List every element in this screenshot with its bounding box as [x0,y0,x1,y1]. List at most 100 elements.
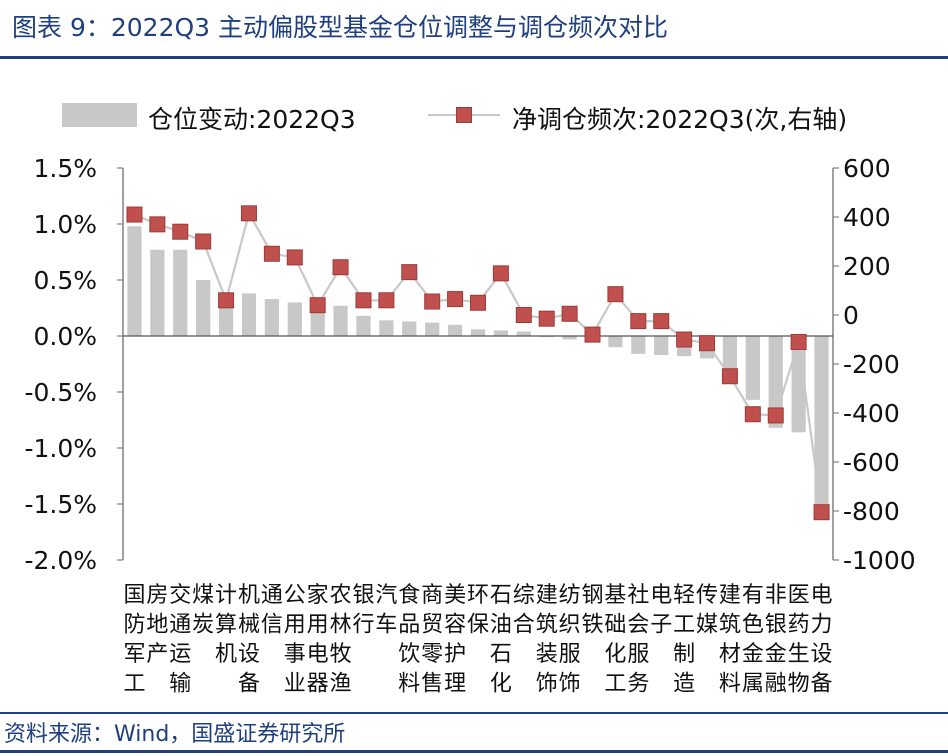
category-label: 建筑装饰 [536,583,558,697]
source-divider [0,712,948,714]
bar-有色金属 [745,336,760,400]
point-建筑材料 [721,368,738,385]
point-家用电器 [309,297,326,314]
point-建筑装饰 [538,310,555,327]
point-电力设备 [813,504,830,521]
point-汽车 [378,292,395,309]
point-有色金属 [744,406,761,423]
legend-bar-label: 仓位变动:2022Q3 [148,105,356,134]
category-label: 石油石化 [490,583,512,697]
point-国防军工 [126,206,143,223]
right-tick-label: -200 [843,350,900,379]
point-石油石化 [492,265,509,282]
title-divider [0,56,948,59]
point-煤炭 [195,233,212,250]
bar-农林牧渔 [333,305,348,336]
category-label: 机械设备 [238,583,260,697]
right-tick-label: -1000 [843,546,916,575]
point-环保 [470,294,486,311]
right-tick-label: -800 [843,497,900,526]
left-tick-label: 1.0% [33,210,97,239]
right-tick-label: -600 [843,448,900,477]
bar-建筑材料 [722,336,738,372]
category-label: 房地产 [146,583,168,667]
category-label: 煤炭 [192,583,214,638]
bar-纺织服饰 [562,336,577,340]
point-商贸零售 [424,293,441,310]
bar-食品饮料 [402,321,417,336]
category-label: 食品饮料 [398,583,420,697]
left-tick-label: 1.5% [33,154,97,183]
bar-社会服务 [631,336,646,354]
bar-交通运输 [173,249,188,336]
legend-line-label: 净调仓频次:2022Q3(次,右轴) [512,105,848,134]
bottom-divider [0,750,948,753]
category-label: 公用事业 [284,583,306,697]
category-label: 基础化工 [604,583,626,697]
bar-银行 [356,315,371,336]
category-label: 传媒 [696,583,718,638]
category-label: 交通运输 [169,583,191,697]
left-tick-label: 0.5% [33,266,97,295]
bar-环保 [470,329,486,336]
category-label: 国防军工 [123,583,145,697]
point-公用事业 [286,249,303,266]
point-纺织服饰 [561,305,578,322]
left-tick-label: 0.0% [33,322,97,351]
point-银行 [355,292,372,309]
category-label: 计算机 [215,583,237,667]
right-tick-label: 600 [843,154,891,183]
right-tick-label: 200 [843,252,891,281]
chart-canvas: -2.0% -1.5% -1.0% -0.5% 0.0% 0.5% 1.0% 1.5% -100… [24,154,916,697]
bar-房地产 [150,249,165,336]
category-label: 综合 [513,583,535,638]
left-tick-label: -1.0% [24,434,97,463]
right-tick-label: 400 [843,203,891,232]
category-label: 电力设备 [811,583,833,697]
bar-美容护理 [447,324,463,336]
point-钢铁 [584,326,601,343]
bar-汽车 [379,320,394,336]
category-label: 汽车 [375,583,397,638]
point-基础化工 [607,286,624,303]
bar-机械设备 [241,293,257,336]
bar-基础化工 [608,336,623,348]
bar-公用事业 [287,302,302,336]
point-机械设备 [240,205,257,222]
legend-line-marker [456,107,472,123]
bar-医药生物 [791,336,806,433]
point-医药生物 [790,333,807,350]
point-计算机 [218,292,235,309]
point-美容护理 [447,291,464,308]
category-label: 有色金属 [742,583,764,697]
category-label: 农林牧渔 [330,583,352,697]
point-电子 [653,313,670,330]
legend: 仓位变动:2022Q3 净调仓频次:2022Q3(次,右轴) [0,98,948,134]
point-轻工制造 [676,331,693,348]
point-农林牧渔 [332,259,349,276]
bar-国防军工 [127,226,142,336]
category-label: 轻工制造 [673,583,695,697]
category-label: 建筑材料 [719,583,741,697]
category-label: 社会服务 [627,583,649,697]
point-交通运输 [172,223,189,240]
bar-电力设备 [814,336,829,518]
category-label: 环保 [467,583,489,638]
category-label: 纺织服饰 [559,583,581,697]
category-label: 钢铁 [582,583,604,638]
bar-商贸零售 [425,322,440,336]
point-综合 [515,307,532,323]
bar-通信 [264,299,279,336]
point-社会服务 [630,313,647,330]
point-非银金融 [767,407,784,424]
category-label: 医药生物 [788,583,810,697]
right-tick-label: 0 [843,301,859,330]
source-note: 资料来源：Wind，国盛证券研究所 [4,722,346,747]
category-label: 商贸零售 [421,583,443,697]
left-tick-label: -0.5% [24,378,97,407]
legend-bar-swatch [62,103,137,127]
category-label: 美容护理 [444,583,466,697]
category-label: 非银金融 [765,583,787,697]
right-tick-label: -400 [843,399,900,428]
point-食品饮料 [401,264,418,281]
